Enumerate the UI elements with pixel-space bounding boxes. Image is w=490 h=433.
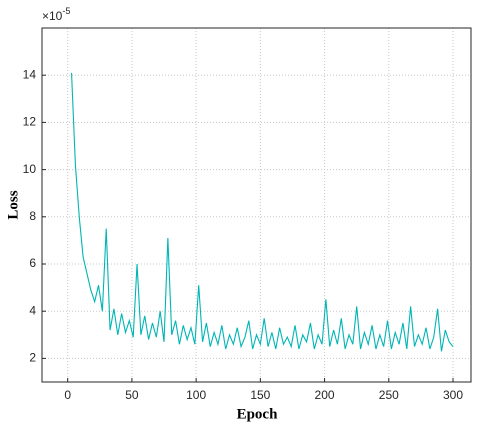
y-exponent: ×10-5: [42, 6, 70, 23]
y-tick-label: 10: [23, 162, 37, 176]
y-tick-label: 12: [23, 115, 37, 129]
x-tick-label: 0: [64, 388, 71, 402]
y-exponent-base: ×10: [42, 9, 63, 23]
x-tick-label: 200: [315, 388, 335, 402]
y-tick-label: 2: [29, 351, 36, 365]
x-axis-label: Epoch: [237, 406, 279, 422]
plot-border: [41, 27, 472, 383]
y-tick-label: 8: [29, 209, 36, 223]
loss-line: [70, 72, 454, 352]
x-tick-label: 300: [443, 388, 463, 402]
x-tick-label: 50: [125, 388, 139, 402]
x-tick-label: 100: [186, 388, 206, 402]
x-tick-label: 150: [250, 388, 270, 402]
y-tick-label: 14: [23, 67, 37, 81]
plot-area: [42, 28, 471, 382]
y-exponent-power: -5: [62, 6, 70, 16]
y-tick-label: 6: [29, 256, 36, 270]
y-axis-label: Loss: [5, 190, 21, 219]
x-tick-label: 250: [379, 388, 399, 402]
y-tick-label: 4: [29, 303, 36, 317]
